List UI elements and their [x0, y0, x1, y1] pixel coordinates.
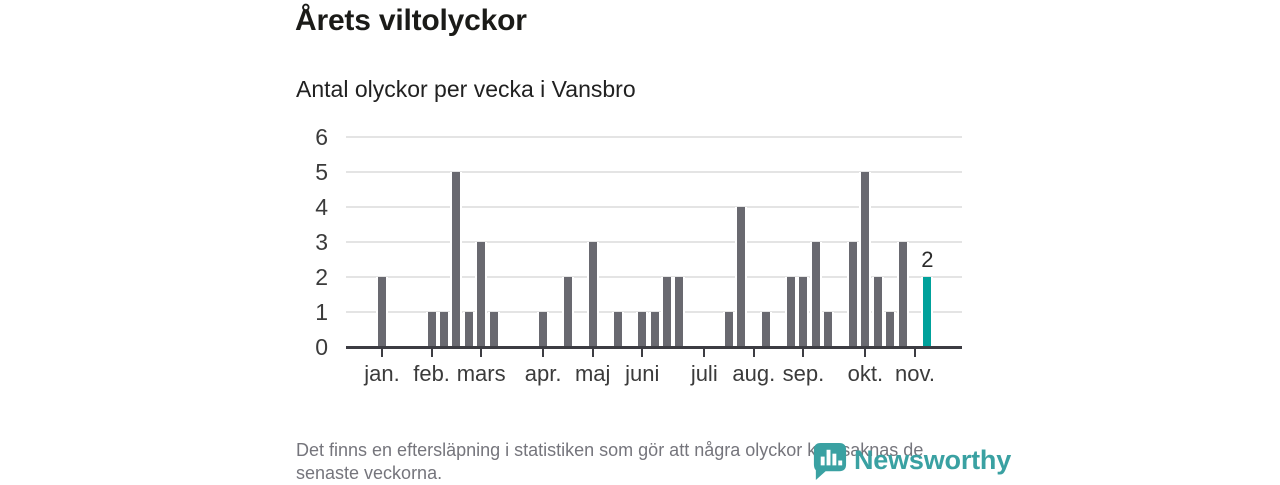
x-tick-label: mars	[456, 361, 506, 386]
chart-subtitle: Antal olyckor per vecka i Vansbro	[296, 76, 636, 102]
bar	[650, 312, 659, 347]
x-tick-label: aug.	[732, 361, 776, 386]
bar	[588, 242, 597, 347]
x-tick-label: maj	[574, 361, 611, 386]
y-tick-label: 4	[315, 194, 328, 220]
bar	[464, 312, 473, 347]
y-tick-label: 3	[315, 229, 328, 255]
bar	[539, 312, 548, 347]
x-tick-label: jan.	[364, 361, 400, 386]
bar	[439, 312, 448, 347]
bar	[886, 312, 895, 347]
gridline	[346, 136, 962, 138]
y-tick-label: 0	[315, 334, 328, 360]
footnote-line-1: Det finns en eftersläpning i statistiken…	[296, 440, 924, 460]
x-tick-label: feb.	[413, 361, 450, 386]
bar	[613, 312, 622, 347]
newsworthy-logo: Newsworthy	[810, 441, 1011, 480]
bar	[787, 277, 796, 347]
x-tick	[381, 349, 383, 357]
bar	[898, 242, 907, 347]
bar	[737, 207, 746, 347]
bar	[675, 277, 684, 347]
bar-value-label: 2	[921, 247, 934, 272]
bar	[861, 172, 870, 347]
newsworthy-logo-text: Newsworthy	[854, 445, 1012, 475]
x-tick	[703, 349, 706, 357]
bar	[799, 277, 808, 347]
bar	[563, 277, 572, 347]
x-tick-label: juli	[690, 361, 718, 386]
bar-highlighted	[923, 277, 932, 347]
x-axis-line	[346, 346, 962, 349]
x-tick-label: sep.	[782, 361, 825, 386]
x-tick-label: apr.	[524, 361, 562, 386]
y-tick-label: 2	[315, 264, 328, 290]
x-tick	[752, 349, 755, 357]
gridline	[346, 241, 962, 243]
x-tick	[641, 349, 644, 357]
gridline	[346, 206, 962, 208]
x-tick-label: nov.	[895, 361, 935, 386]
footnote: Det finns en eftersläpning i statistiken…	[296, 439, 923, 485]
x-tick	[591, 349, 594, 357]
x-tick	[864, 349, 867, 357]
bar	[489, 312, 498, 347]
bar	[824, 312, 833, 347]
gridline	[346, 171, 962, 173]
bar	[427, 312, 436, 347]
y-tick-label: 5	[315, 159, 328, 185]
page-title: Årets viltolyckor	[295, 4, 527, 37]
x-tick	[480, 349, 483, 357]
x-tick	[542, 349, 545, 357]
gridline	[346, 276, 962, 278]
x-tick	[802, 349, 805, 357]
x-tick	[430, 349, 433, 357]
bar	[378, 277, 386, 347]
bar-chart-bubble-icon	[813, 442, 847, 480]
y-tick-label: 1	[315, 299, 328, 325]
x-tick	[913, 349, 916, 357]
bar	[762, 312, 771, 347]
bar	[725, 312, 734, 347]
x-tick-label: juni	[625, 361, 660, 386]
bar	[477, 242, 486, 347]
bar	[663, 277, 672, 347]
bar	[452, 172, 461, 347]
bar	[811, 242, 820, 347]
x-tick-label: okt.	[847, 361, 884, 386]
footnote-line-2: senaste veckorna.	[296, 463, 443, 483]
bar	[873, 277, 882, 347]
bar	[849, 242, 857, 347]
y-tick-label: 6	[315, 124, 328, 150]
bar	[638, 312, 647, 347]
